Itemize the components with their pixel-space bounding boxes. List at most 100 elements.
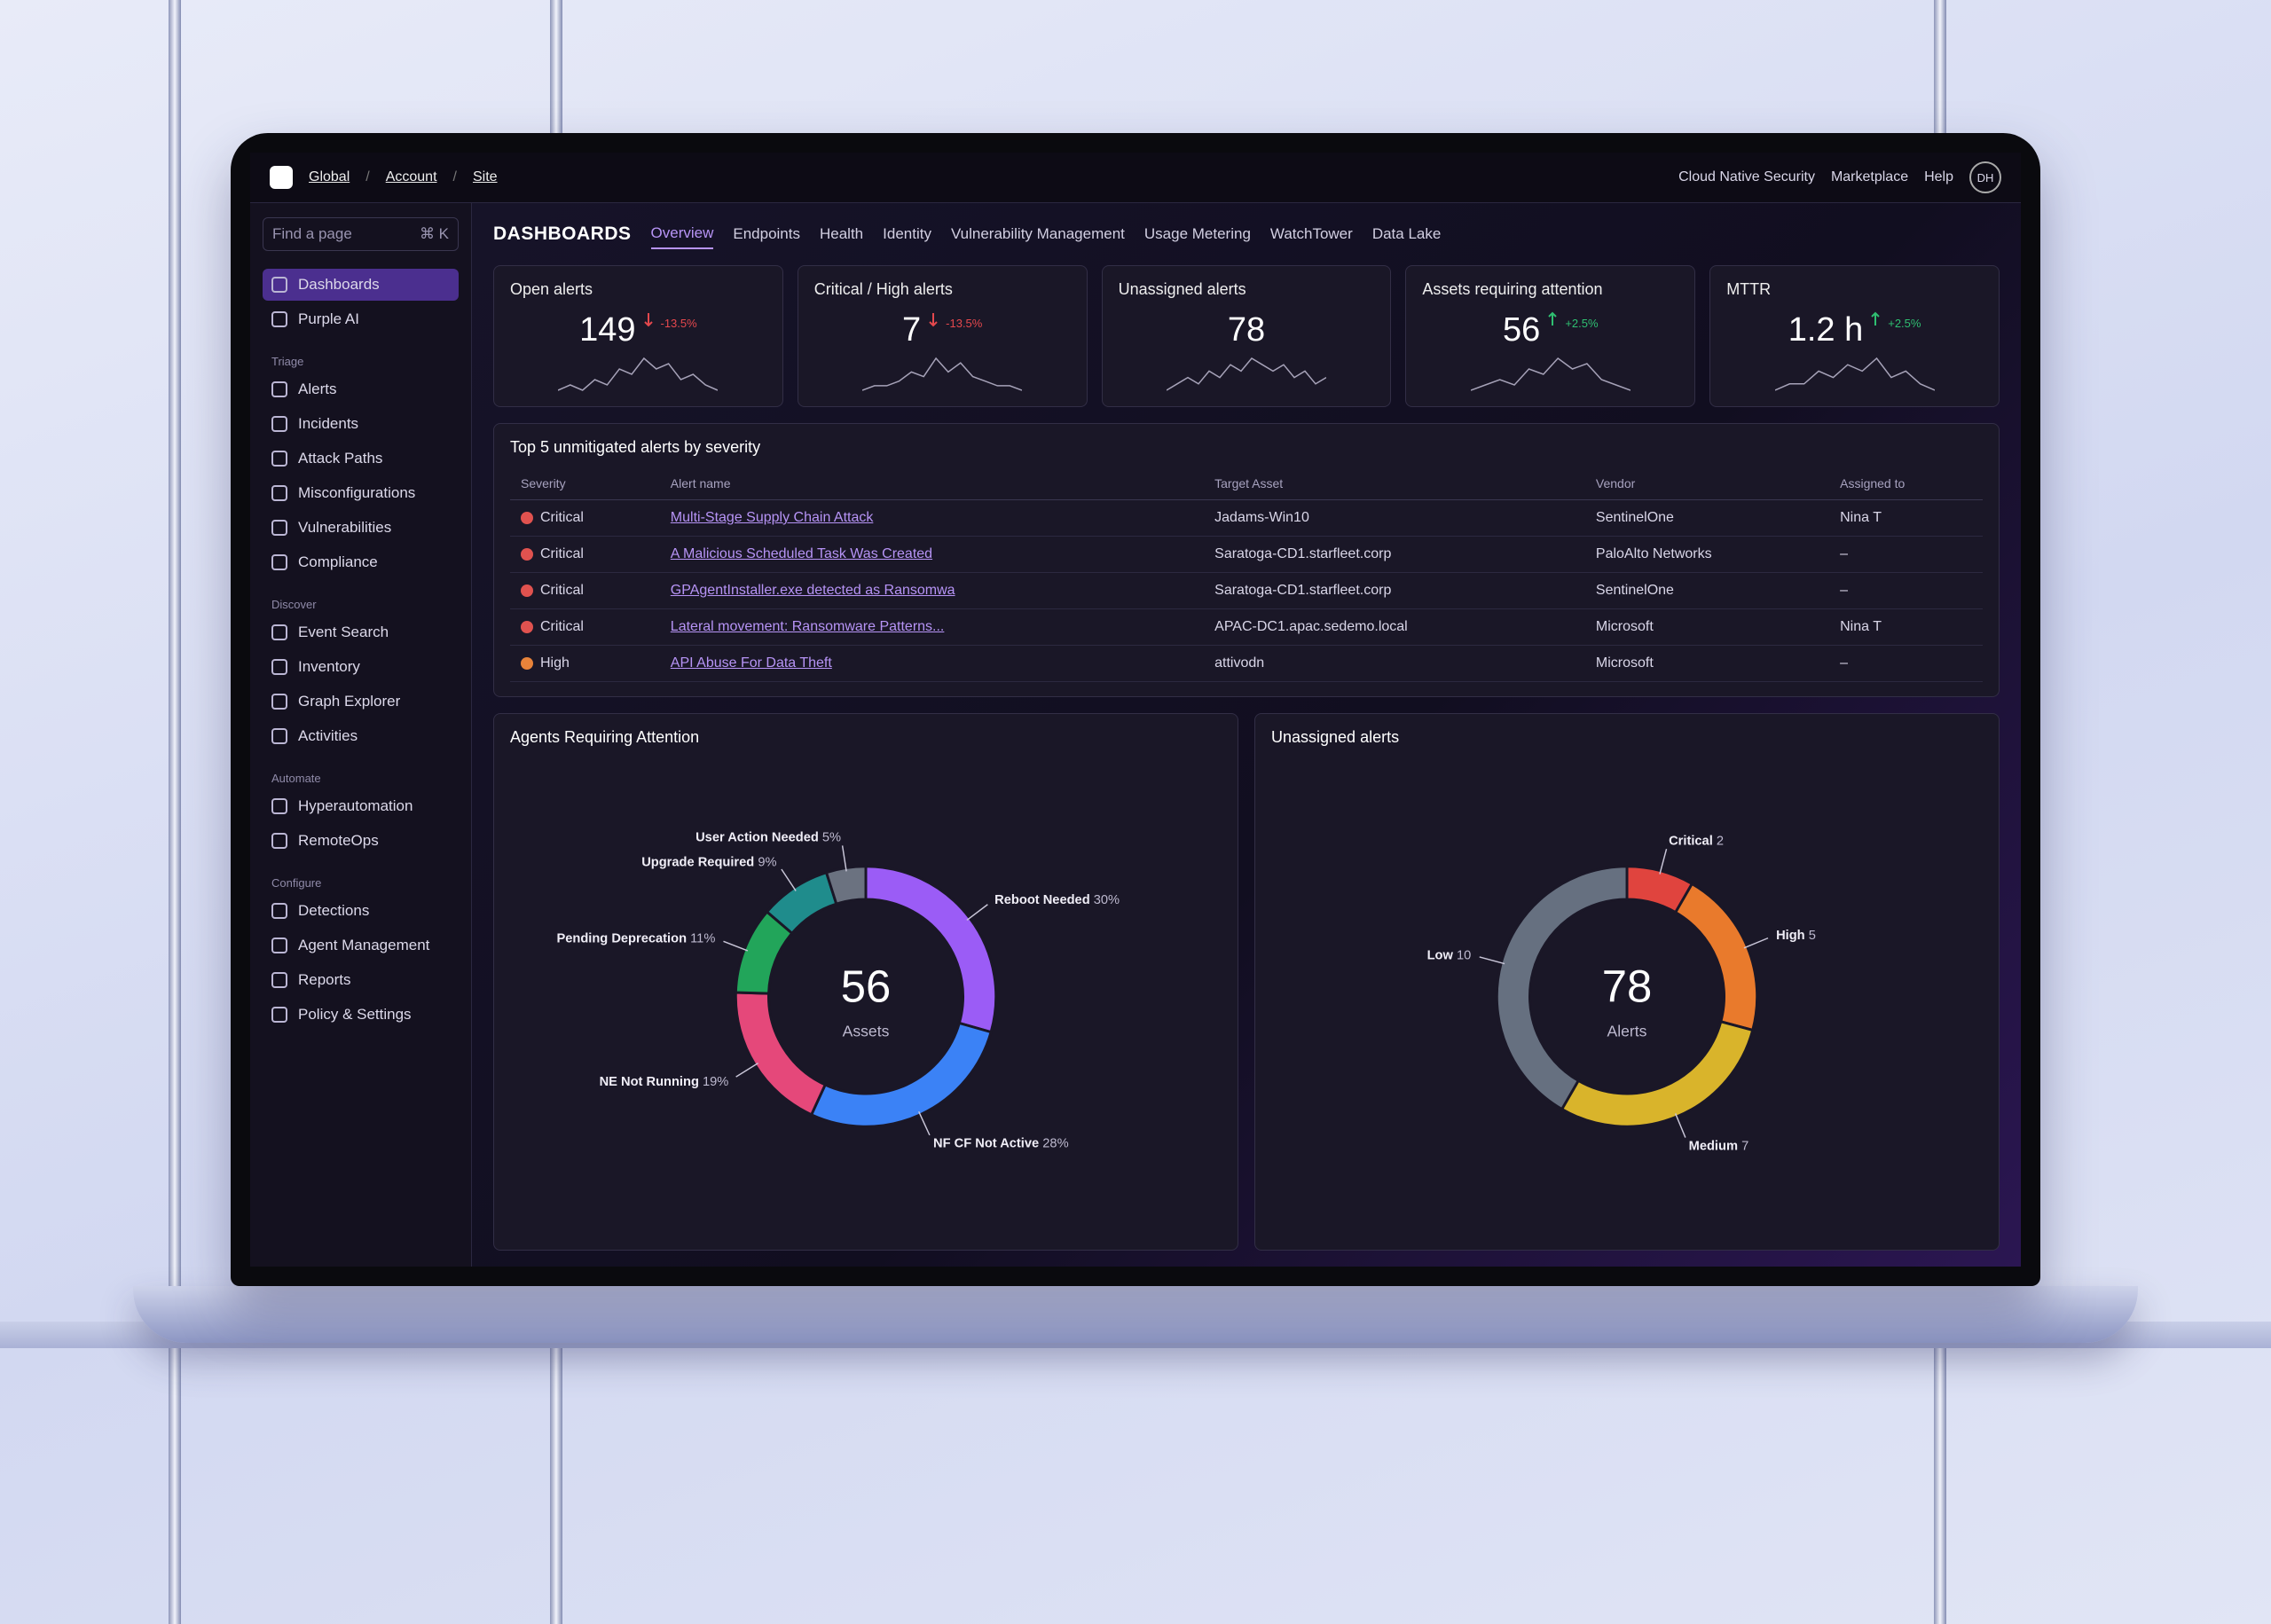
cell: – [1829, 572, 1983, 609]
cell-text: Microsoft [1595, 655, 1654, 671]
alert-link[interactable]: A Malicious Scheduled Task Was Created [670, 546, 933, 561]
nav-icon [271, 451, 287, 467]
table-row[interactable]: High API Abuse For Data Theft attivodn Micr… [510, 645, 1983, 682]
segment-value: 10 [1457, 948, 1471, 962]
alert-link[interactable]: Lateral movement: Ransomware Patterns... [670, 619, 945, 634]
nav-section: Discover [271, 598, 317, 611]
table-row[interactable]: Critical Multi-Stage Supply Chain Attack J… [510, 499, 1983, 537]
kpi-title: Critical / High alerts [813, 280, 953, 298]
nav-item[interactable]: RemoteOps [263, 825, 459, 857]
segment-label: High 5 [1776, 929, 1816, 943]
kpi-delta: -13.5% [660, 317, 697, 330]
kpi-card: Open alerts 149 -13.5% [493, 265, 783, 407]
tab[interactable]: Health [820, 225, 864, 242]
top-action[interactable]: Cloud Native Security [1678, 169, 1815, 184]
breadcrumb[interactable]: Site [472, 169, 498, 184]
nav-icon [271, 659, 287, 675]
nav-item[interactable]: Hyperautomation [263, 790, 459, 822]
cell-text: Critical [540, 510, 584, 525]
nav-item[interactable]: Policy & Settings [263, 999, 459, 1031]
tab[interactable]: Overview [650, 219, 714, 249]
nav-icon [271, 798, 287, 814]
alert-link[interactable]: Multi-Stage Supply Chain Attack [670, 510, 874, 525]
leader-line [1743, 937, 1769, 949]
breadcrumb[interactable]: Global [309, 169, 350, 184]
center-label: Assets [843, 1022, 890, 1040]
leader-line [841, 845, 847, 872]
tab[interactable]: WatchTower [1269, 225, 1353, 242]
segment-name: Low [1427, 948, 1454, 962]
nav-item[interactable]: Compliance [263, 546, 459, 578]
segment-value: 5 [1809, 929, 1816, 943]
nav-label: Agent Management [298, 937, 430, 953]
segment-name: Critical [1669, 835, 1713, 849]
alert-link[interactable]: API Abuse For Data Theft [670, 655, 832, 671]
tab[interactable]: Data Lake [1371, 225, 1442, 242]
nav-icon [271, 694, 287, 710]
breadcrumb[interactable]: Account [385, 169, 437, 184]
table-row[interactable]: Critical Lateral movement: Ransomware Pat… [510, 608, 1983, 646]
leader-line [1479, 956, 1505, 965]
cell-text: Nina T [1840, 510, 1882, 525]
severity-dot [521, 511, 533, 524]
column-header: Assigned to [1829, 467, 1983, 500]
nav-item[interactable]: Misconfigurations [263, 477, 459, 509]
cell: Critical [510, 536, 660, 573]
table-row[interactable]: Critical GPAgentInstaller.exe detected as… [510, 572, 1983, 609]
avatar[interactable]: DH [1969, 161, 2001, 193]
cell: attivodn [1204, 645, 1585, 682]
nav-item[interactable]: Purple AI [263, 303, 459, 335]
top-action[interactable]: Help [1924, 169, 1953, 184]
nav-item[interactable]: Dashboards [263, 269, 459, 301]
nav-item[interactable]: Detections [263, 895, 459, 927]
nav-section: Automate [271, 772, 321, 785]
alerts-table-card: Top 5 unmitigated alerts by severity Seve… [493, 423, 2000, 697]
alert-link[interactable]: GPAgentInstaller.exe detected as Ransomw… [670, 583, 955, 598]
nav-item[interactable]: Inventory [263, 651, 459, 683]
segment-name: Pending Deprecation [556, 932, 687, 946]
nav-icon [271, 728, 287, 744]
sparkline [1166, 357, 1326, 391]
segment-label: Upgrade Required 9% [641, 856, 776, 870]
severity-dot [521, 620, 533, 633]
donut-card: Agents Requiring Attention Reboot Needed … [493, 713, 1238, 1251]
kpi-row: 149 -13.5% [510, 311, 766, 349]
nav-item[interactable]: Vulnerabilities [263, 512, 459, 544]
cell-text: – [1840, 546, 1849, 561]
search[interactable]: Find a page ⌘ K [263, 217, 459, 251]
cell-text: Jadams-Win10 [1214, 510, 1309, 525]
nav-label: Compliance [298, 553, 378, 570]
kpi-value: 7 [902, 311, 922, 349]
cell-text: attivodn [1214, 655, 1265, 671]
tab[interactable]: Usage Metering [1143, 225, 1251, 242]
main: DASHBOARDS Overview Endpoints Health Identit… [472, 203, 2021, 1267]
kpi-title: Unassigned alerts [1118, 280, 1246, 298]
kpi-title: Open alerts [510, 280, 593, 298]
cell: PaloAlto Networks [1584, 536, 1830, 573]
nav-item[interactable]: Graph Explorer [263, 686, 459, 718]
nav-item[interactable]: Event Search [263, 616, 459, 648]
nav-item[interactable]: Alerts [263, 373, 459, 405]
cell: Lateral movement: Ransomware Patterns... [659, 608, 1205, 646]
search-shortcut: ⌘ K [419, 225, 449, 242]
nav-label: Attack Paths [298, 450, 383, 467]
tab[interactable]: Vulnerability Management [950, 225, 1125, 242]
chart-title: Agents Requiring Attention [510, 728, 700, 746]
top-action[interactable]: Marketplace [1830, 169, 1909, 184]
nav-icon [271, 938, 287, 953]
nav-item[interactable]: Reports [263, 964, 459, 996]
nav-item[interactable]: Attack Paths [263, 443, 459, 475]
kpi-value: 56 [1503, 311, 1541, 349]
table-row[interactable]: Critical A Malicious Scheduled Task Was C… [510, 536, 1983, 573]
nav-item[interactable]: Agent Management [263, 930, 459, 961]
nav-label: Event Search [298, 624, 389, 640]
tab[interactable]: Identity [883, 225, 931, 242]
nav-label: Reports [298, 971, 351, 988]
kpi-card: Unassigned alerts 78 [1101, 265, 1392, 407]
leader-line [781, 868, 797, 891]
nav-item[interactable]: Incidents [263, 408, 459, 440]
tab[interactable]: Endpoints [733, 225, 800, 242]
table-title: Top 5 unmitigated alerts by severity [510, 438, 761, 456]
nav-item[interactable]: Activities [263, 720, 459, 752]
